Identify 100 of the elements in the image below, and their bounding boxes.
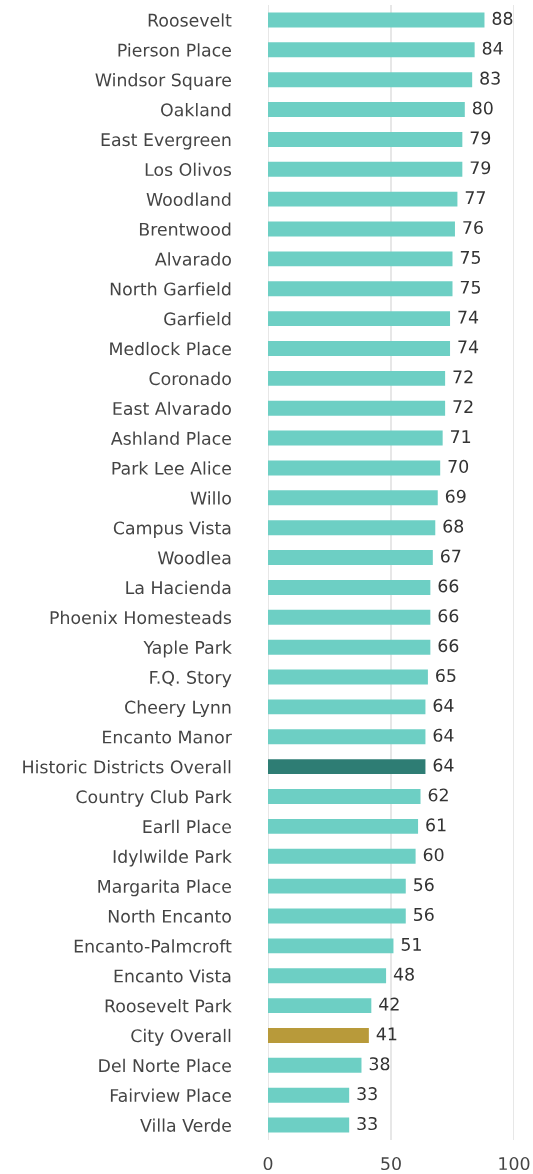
bar xyxy=(268,550,433,566)
y-tick-label: Garfield xyxy=(164,312,231,326)
data-label: 61 xyxy=(426,818,446,832)
bar xyxy=(268,341,451,356)
data-label: 68 xyxy=(443,519,464,533)
bar xyxy=(268,1027,369,1043)
y-tick-label: Los Olivos xyxy=(145,162,232,177)
bar xyxy=(268,42,475,58)
bar xyxy=(268,460,441,476)
data-label: 75 xyxy=(460,280,481,294)
bar xyxy=(268,12,485,28)
bar xyxy=(268,998,372,1014)
y-tick-label: Cheery Lynn xyxy=(125,700,231,718)
data-label: 67 xyxy=(440,549,461,563)
bar xyxy=(268,430,443,446)
y-tick-label: Fairview Place xyxy=(110,1088,231,1103)
y-tick-label: City Overall xyxy=(131,1028,231,1046)
bar xyxy=(268,191,458,207)
bar xyxy=(268,251,453,267)
bar xyxy=(268,1087,350,1103)
bar xyxy=(268,759,426,775)
y-tick-label: Windsor Square xyxy=(95,73,231,90)
data-label: 80 xyxy=(472,101,493,115)
y-tick-label: Roosevelt Park xyxy=(105,999,232,1013)
y-tick-label: Yaple Park xyxy=(143,640,232,658)
bar xyxy=(268,639,431,655)
x-tick-label: 50 xyxy=(381,1156,401,1171)
data-label: 72 xyxy=(453,400,473,414)
data-label: 76 xyxy=(463,220,483,235)
bar xyxy=(268,609,431,625)
y-tick-label: Earll Place xyxy=(143,819,231,834)
bar xyxy=(268,669,428,685)
data-label: 83 xyxy=(480,71,500,85)
data-label: 66 xyxy=(438,639,459,653)
y-tick-label: Del Norte Place xyxy=(99,1058,231,1073)
data-label: 38 xyxy=(369,1057,390,1071)
bar xyxy=(268,490,438,506)
bar xyxy=(268,848,416,864)
y-tick-label: La Hacienda xyxy=(126,580,231,595)
bar xyxy=(268,221,455,237)
data-label: 56 xyxy=(414,907,434,922)
bar xyxy=(268,72,473,88)
bar xyxy=(268,102,465,118)
y-tick-label: Woodland xyxy=(146,192,231,206)
y-tick-label: North Encanto xyxy=(108,909,231,923)
bar xyxy=(268,1117,350,1133)
y-tick-label: Medlock Place xyxy=(110,341,231,356)
data-label: 64 xyxy=(433,758,454,772)
data-label: 64 xyxy=(433,698,454,712)
bar xyxy=(268,878,406,894)
y-tick-label: Alvarado xyxy=(154,252,231,266)
bar xyxy=(268,161,463,177)
y-tick-label: Brentwood xyxy=(139,222,231,236)
y-tick-label: Historic Districts Overall xyxy=(23,760,231,774)
bar xyxy=(268,968,387,984)
y-tick-label: Encanto Vista xyxy=(114,969,231,983)
data-label: 56 xyxy=(414,878,434,892)
y-tick-label: Pierson Place xyxy=(118,43,231,57)
bar xyxy=(268,1057,362,1073)
data-label: 62 xyxy=(428,788,448,802)
y-tick-label: North Garfield xyxy=(110,282,231,296)
data-label: 65 xyxy=(436,668,456,683)
y-tick-label: Willo xyxy=(190,491,231,505)
y-tick-label: Park Lee Alice xyxy=(112,461,231,475)
y-tick-label: Ashland Place xyxy=(110,431,231,445)
bar xyxy=(268,938,394,954)
x-tick-label: 0 xyxy=(263,1156,273,1171)
data-label: 88 xyxy=(492,11,513,25)
data-label: 71 xyxy=(451,430,471,443)
data-label: 72 xyxy=(453,370,473,384)
data-label: 75 xyxy=(460,251,481,264)
bar xyxy=(268,311,451,327)
bar xyxy=(268,789,421,804)
data-label: 74 xyxy=(458,340,479,354)
data-label: 42 xyxy=(379,997,399,1011)
bar xyxy=(268,370,446,386)
y-tick-label: Woodlea xyxy=(157,550,231,565)
bar xyxy=(268,281,453,297)
data-label: 77 xyxy=(465,191,485,204)
y-tick-label: Phoenix Homesteads xyxy=(50,610,232,625)
bar xyxy=(268,908,406,924)
data-label: 66 xyxy=(438,579,459,593)
bar xyxy=(268,729,426,745)
y-tick-label: Country Club Park xyxy=(76,789,232,807)
data-label: 60 xyxy=(423,848,444,862)
bar xyxy=(268,579,431,595)
x-tick-label: 100 xyxy=(499,1156,530,1171)
y-tick-label: Margarita Place xyxy=(98,879,231,897)
bar xyxy=(268,520,436,536)
data-label: 41 xyxy=(376,1027,397,1041)
y-tick-label: Idylwilde Park xyxy=(113,849,232,867)
data-label: 33 xyxy=(357,1087,377,1101)
data-label: 74 xyxy=(458,310,479,324)
data-label: 79 xyxy=(470,131,491,145)
y-tick-label: Campus Vista xyxy=(113,521,231,538)
y-tick-label: East Evergreen xyxy=(101,133,231,150)
bar xyxy=(268,818,419,834)
y-tick-label: Oakland xyxy=(161,102,231,117)
y-tick-label: Villa Verde xyxy=(140,1118,231,1132)
y-tick-label: East Alvarado xyxy=(113,401,231,416)
